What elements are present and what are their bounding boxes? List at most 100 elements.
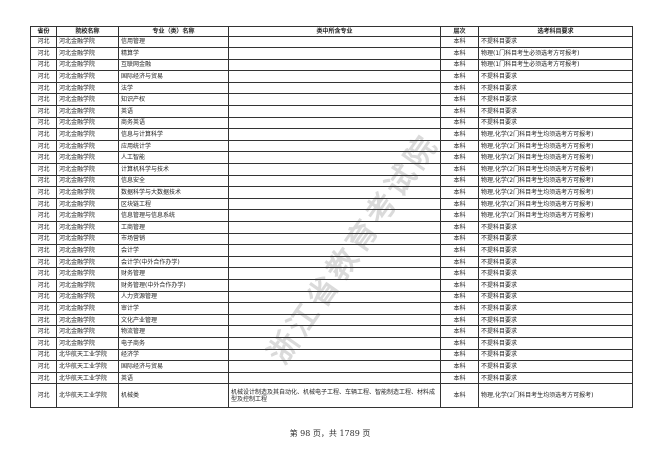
table-cell: 河北 <box>30 58 57 72</box>
table-cell: 法学 <box>118 81 229 95</box>
table-row: 河北 河北金融学院 会计学 本科 不提科目要求 <box>30 244 633 257</box>
table-cell: 市场营销 <box>118 232 229 246</box>
table-cell <box>228 58 441 72</box>
column-header: 选考科目要求 <box>478 26 633 37</box>
table-cell: 信息安全 <box>118 174 229 188</box>
table-cell <box>228 128 441 141</box>
table-cell: 本科 <box>440 116 479 130</box>
table-cell: 不提科目要求 <box>478 244 633 257</box>
table-cell: 本科 <box>440 313 479 327</box>
table-cell: 计算机科学与技术 <box>118 163 229 176</box>
table-cell: 河北 <box>30 35 57 49</box>
table-cell <box>228 336 441 350</box>
table-cell: 国际经济与贸易 <box>118 70 229 83</box>
table-row: 河北 河北金融学院 文化产业管理 本科 不提科目要求 <box>30 313 633 327</box>
table-cell: 本科 <box>440 93 479 107</box>
table-cell: 河北 <box>30 244 57 257</box>
table-cell: 物理,化学(2门科目考生均须选考方可报考) <box>478 174 633 188</box>
table-cell: 本科 <box>440 302 479 315</box>
table-cell: 不提科目要求 <box>478 278 633 292</box>
table-cell: 本科 <box>440 105 479 118</box>
table-cell: 本科 <box>440 209 479 222</box>
table-row: 河北 河北金融学院 会计学(中外合作办学) 本科 不提科目要求 <box>30 255 633 269</box>
table-cell: 河北 <box>30 267 57 280</box>
table-cell: 物理,化学(2门科目考生均须选考方可报考) <box>478 139 633 153</box>
table-cell: 河北 <box>30 360 57 373</box>
table-cell: 河北金融学院 <box>56 325 119 338</box>
table-cell <box>228 47 441 60</box>
table-cell: 河北金融学院 <box>56 35 119 49</box>
table-cell <box>228 139 441 153</box>
table-cell: 河北 <box>30 70 57 83</box>
table-cell: 物理,化学(2门科目考生均须选考方可报考) <box>478 383 633 409</box>
table-cell: 本科 <box>440 163 479 176</box>
table-cell: 河北金融学院 <box>56 81 119 95</box>
table-row: 河北 河北金融学院 知识产权 本科 不提科目要求 <box>30 93 633 107</box>
table-cell: 本科 <box>440 47 479 60</box>
table-cell: 经济学 <box>118 348 229 362</box>
table-cell: 本科 <box>440 81 479 95</box>
table-row: 河北 河北金融学院 数据科学与大数据技术 本科 物理,化学(2门科目考生均须选考方可报考… <box>30 186 633 199</box>
table-cell: 商务英语 <box>118 116 229 130</box>
table-cell: 不提科目要求 <box>478 255 633 269</box>
table-cell <box>228 163 441 176</box>
table-cell <box>228 325 441 338</box>
table-cell <box>228 209 441 222</box>
table-cell: 河北金融学院 <box>56 197 119 211</box>
table-cell: 不提科目要求 <box>478 290 633 304</box>
table-cell: 英语 <box>118 371 229 385</box>
table-header-row: 省份 院校名称 专业（类）名称 类中所含专业 层次 选考科目要求 <box>30 26 633 37</box>
table-cell: 人工智能 <box>118 151 229 165</box>
table-cell <box>228 360 441 373</box>
table-cell: 河北 <box>30 139 57 153</box>
table-cell: 河北金融学院 <box>56 163 119 176</box>
table-cell: 河北 <box>30 197 57 211</box>
table-cell: 不提科目要求 <box>478 267 633 280</box>
table-cell: 河北金融学院 <box>56 139 119 153</box>
table-cell: 财务管理 <box>118 267 229 280</box>
table-cell: 审计学 <box>118 302 229 315</box>
table-cell: 本科 <box>440 325 479 338</box>
table-cell: 北华航天工业学院 <box>56 348 119 362</box>
table-cell <box>228 186 441 199</box>
table-row: 河北 河北金融学院 财务管理(中外合作办学) 本科 不提科目要求 <box>30 278 633 292</box>
table-cell: 河北 <box>30 383 57 409</box>
table-cell: 河北 <box>30 186 57 199</box>
table-cell: 本科 <box>440 197 479 211</box>
table-cell: 河北金融学院 <box>56 267 119 280</box>
table-cell: 北华航天工业学院 <box>56 383 119 409</box>
table-row: 河北 河北金融学院 法学 本科 不提科目要求 <box>30 81 633 95</box>
table-cell: 会计学(中外合作办学) <box>118 255 229 269</box>
table-cell <box>228 174 441 188</box>
table-row: 河北 河北金融学院 应用统计学 本科 物理,化学(2门科目考生均须选考方可报考) <box>30 139 633 153</box>
table-cell: 河北 <box>30 163 57 176</box>
table-row: 河北 河北金融学院 区块链工程 本科 物理,化学(2门科目考生均须选考方可报考) <box>30 197 633 211</box>
table-cell: 物理,化学(2门科目考生均须选考方可报考) <box>478 151 633 165</box>
table-cell: 河北 <box>30 151 57 165</box>
table-cell: 河北 <box>30 174 57 188</box>
table-row: 河北 河北金融学院 财务管理 本科 不提科目要求 <box>30 267 633 280</box>
table-cell: 本科 <box>440 348 479 362</box>
table-cell: 本科 <box>440 151 479 165</box>
table-cell: 本科 <box>440 186 479 199</box>
table-row: 河北 河北金融学院 人工智能 本科 物理,化学(2门科目考生均须选考方可报考) <box>30 151 633 165</box>
table-cell: 机械类 <box>118 383 229 409</box>
table-cell: 不提科目要求 <box>478 325 633 338</box>
table-cell: 精算学 <box>118 47 229 60</box>
table-cell: 河北 <box>30 278 57 292</box>
table-row: 河北 河北金融学院 人力资源管理 本科 不提科目要求 <box>30 290 633 304</box>
table-cell: 物理,化学(2门科目考生均须选考方可报考) <box>478 163 633 176</box>
table-cell: 本科 <box>440 278 479 292</box>
table-cell: 国际经济与贸易 <box>118 360 229 373</box>
table-cell: 不提科目要求 <box>478 313 633 327</box>
column-header: 院校名称 <box>56 26 119 37</box>
table-cell: 本科 <box>440 290 479 304</box>
table-cell: 区块链工程 <box>118 197 229 211</box>
table-cell: 河北金融学院 <box>56 93 119 107</box>
table-cell: 河北金融学院 <box>56 174 119 188</box>
table-row: 河北 河北金融学院 审计学 本科 不提科目要求 <box>30 302 633 315</box>
table-cell <box>228 348 441 362</box>
table-cell: 数据科学与大数据技术 <box>118 186 229 199</box>
table-cell: 信用管理 <box>118 35 229 49</box>
table-row: 河北 河北金融学院 国际经济与贸易 本科 不提科目要求 <box>30 70 633 83</box>
